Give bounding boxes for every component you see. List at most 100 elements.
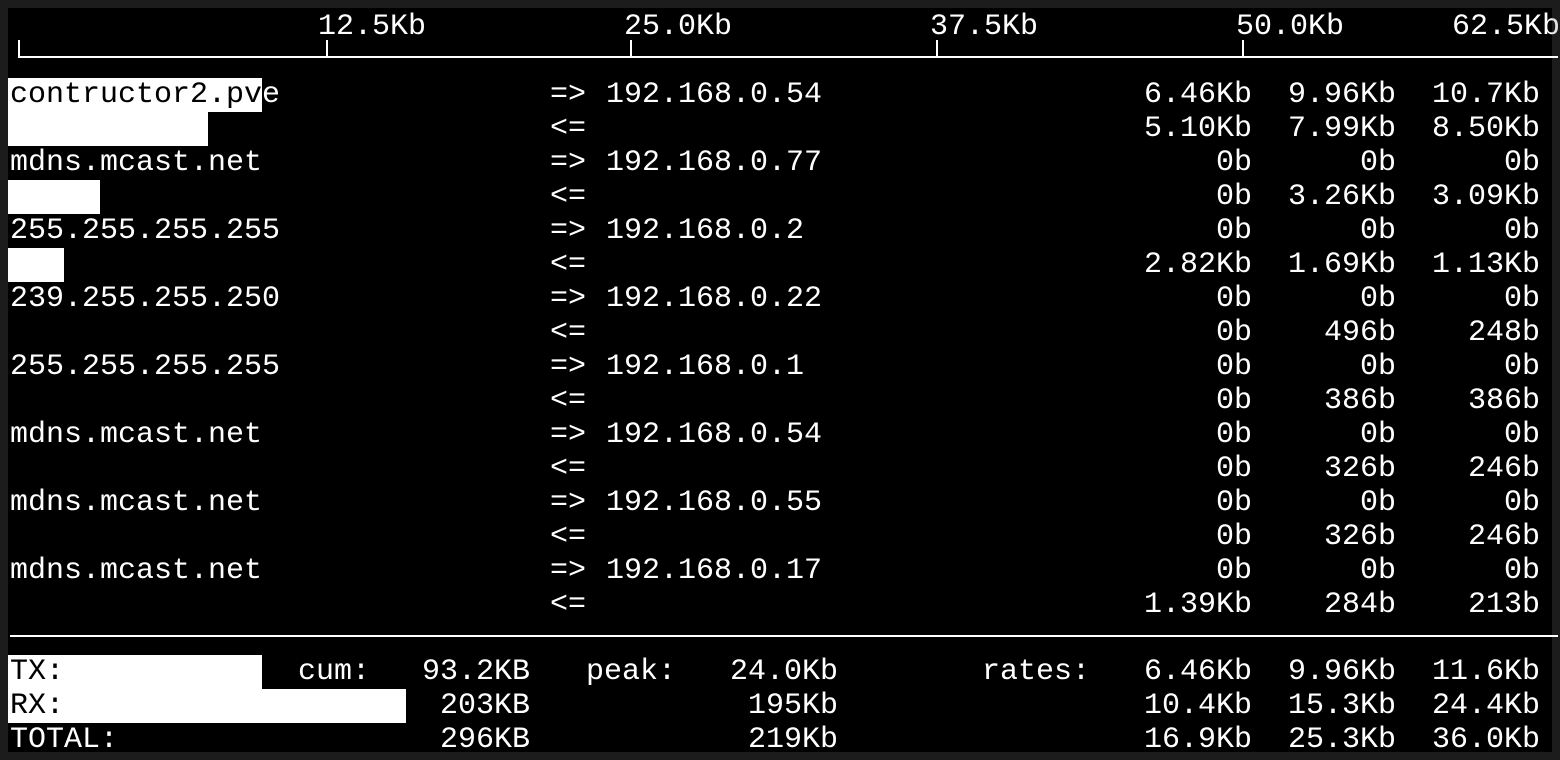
totals-bar xyxy=(8,655,262,689)
arrow-out: => xyxy=(550,418,587,452)
rate-out: 0b xyxy=(1215,214,1252,248)
scale-tick xyxy=(936,40,938,58)
cum-value: 93.2KB xyxy=(421,655,530,689)
rate-in: 5.10Kb xyxy=(1143,112,1252,146)
rate-out: 0b xyxy=(1359,418,1396,452)
source-host: 239.255.255.250 xyxy=(10,282,281,316)
totals-label: TX: xyxy=(10,655,65,689)
dest-host: 192.168.0.22 xyxy=(606,282,823,316)
rate-value: 15.3Kb xyxy=(1287,689,1396,723)
traffic-bar-in xyxy=(8,112,208,146)
rate-in: 0b xyxy=(1215,180,1252,214)
rate-value: 6.46Kb xyxy=(1143,655,1252,689)
rates-label: rates: xyxy=(982,655,1091,689)
rate-out: 0b xyxy=(1503,350,1540,384)
rate-value: 9.96Kb xyxy=(1287,655,1396,689)
rate-out: 0b xyxy=(1503,418,1540,452)
peak-value: 219Kb xyxy=(747,723,838,757)
rate-in: 0b xyxy=(1215,452,1252,486)
rate-value: 24.4Kb xyxy=(1431,689,1540,723)
dest-host: 192.168.0.54 xyxy=(606,418,823,452)
arrow-out: => xyxy=(550,350,587,384)
scale-label: 37.5Kb xyxy=(930,10,1039,44)
rate-in: 1.39Kb xyxy=(1143,588,1252,622)
rate-out: 0b xyxy=(1215,350,1252,384)
rate-in: 2.82Kb xyxy=(1143,248,1252,282)
rate-in: 213b xyxy=(1467,588,1540,622)
scale-label: 50.0Kb xyxy=(1236,10,1345,44)
cum-value: 203KB xyxy=(439,689,530,723)
rate-out: 10.7Kb xyxy=(1431,78,1540,112)
arrow-in: <= xyxy=(550,588,587,622)
rate-out: 0b xyxy=(1215,554,1252,588)
arrow-in: <= xyxy=(550,384,587,418)
source-host: 255.255.255.255 xyxy=(10,214,281,248)
rate-in: 326b xyxy=(1323,452,1396,486)
rate-out: 0b xyxy=(1503,282,1540,316)
rate-out: 0b xyxy=(1359,282,1396,316)
rate-out: 0b xyxy=(1359,146,1396,180)
rate-in: 496b xyxy=(1323,316,1396,350)
rate-out: 0b xyxy=(1215,486,1252,520)
rate-in: 0b xyxy=(1215,520,1252,554)
source-host: mdns.mcast.net xyxy=(10,554,263,588)
rate-out: 0b xyxy=(1503,554,1540,588)
totals-separator xyxy=(10,635,1558,637)
rate-value: 36.0Kb xyxy=(1431,723,1540,757)
rate-out: 0b xyxy=(1215,146,1252,180)
rate-in: 248b xyxy=(1467,316,1540,350)
rate-out: 0b xyxy=(1359,350,1396,384)
arrow-in: <= xyxy=(550,248,587,282)
source-host: mdns.mcast.net xyxy=(10,146,263,180)
rate-in: 386b xyxy=(1467,384,1540,418)
totals-label: RX: xyxy=(10,689,65,723)
arrow-in: <= xyxy=(550,520,587,554)
arrow-out: => xyxy=(550,146,587,180)
totals-label: TOTAL: xyxy=(10,723,119,757)
source-host: contructor2.pve xyxy=(10,78,281,112)
cum-label: cum: xyxy=(298,655,371,689)
source-host: 255.255.255.255 xyxy=(10,350,281,384)
arrow-out: => xyxy=(550,486,587,520)
arrow-in: <= xyxy=(550,112,587,146)
rate-out: 0b xyxy=(1359,554,1396,588)
rate-in: 386b xyxy=(1323,384,1396,418)
rate-out: 6.46Kb xyxy=(1143,78,1252,112)
rate-out: 0b xyxy=(1503,214,1540,248)
scale-baseline xyxy=(18,56,1558,58)
scale-tick xyxy=(630,40,632,58)
rate-in: 1.69Kb xyxy=(1287,248,1396,282)
dest-host: 192.168.0.17 xyxy=(606,554,823,588)
rate-in: 0b xyxy=(1215,384,1252,418)
dest-host: 192.168.0.54 xyxy=(606,78,823,112)
rate-value: 25.3Kb xyxy=(1287,723,1396,757)
peak-value: 24.0Kb xyxy=(729,655,838,689)
source-host: mdns.mcast.net xyxy=(10,486,263,520)
rate-in: 8.50Kb xyxy=(1431,112,1540,146)
arrow-out: => xyxy=(550,214,587,248)
rate-out: 9.96Kb xyxy=(1287,78,1396,112)
rate-out: 0b xyxy=(1503,146,1540,180)
scale-label: 25.0Kb xyxy=(624,10,733,44)
rate-in: 326b xyxy=(1323,520,1396,554)
rate-in: 246b xyxy=(1467,452,1540,486)
rate-in: 246b xyxy=(1467,520,1540,554)
scale-label: 12.5Kb xyxy=(318,10,427,44)
rate-value: 11.6Kb xyxy=(1431,655,1540,689)
source-host: mdns.mcast.net xyxy=(10,418,263,452)
peak-label: peak: xyxy=(586,655,677,689)
rate-out: 0b xyxy=(1215,418,1252,452)
cum-value: 296KB xyxy=(439,723,530,757)
scale-tick xyxy=(1242,40,1244,58)
dest-host: 192.168.0.77 xyxy=(606,146,823,180)
totals-bar xyxy=(8,689,406,723)
rate-in: 284b xyxy=(1323,588,1396,622)
rate-in: 0b xyxy=(1215,316,1252,350)
arrow-in: <= xyxy=(550,180,587,214)
arrow-out: => xyxy=(550,78,587,112)
rate-out: 0b xyxy=(1359,214,1396,248)
scale-label: 62.5Kb xyxy=(1452,10,1560,44)
arrow-out: => xyxy=(550,554,587,588)
dest-host: 192.168.0.55 xyxy=(606,486,823,520)
